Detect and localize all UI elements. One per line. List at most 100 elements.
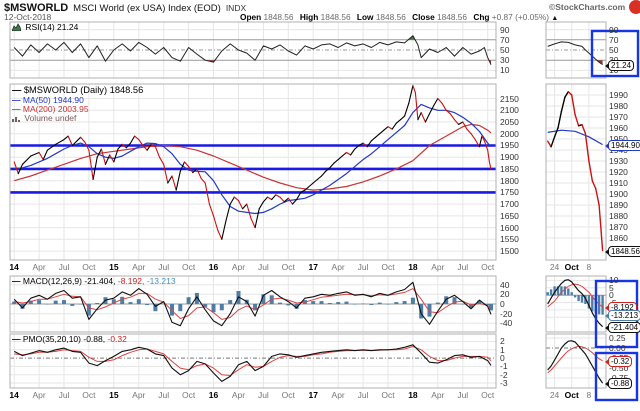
price-line-segment	[458, 121, 464, 125]
x-axis-label: 24	[549, 390, 560, 400]
y-axis-label: 20	[500, 289, 510, 300]
price-series-name: $MSWORLD (Daily)	[23, 85, 108, 95]
y-axis-label: 90	[500, 24, 510, 35]
price-line-segment	[188, 166, 194, 174]
y-axis-label: 10	[500, 65, 510, 76]
ma200-legend: — MA(200) 2003.95	[12, 105, 89, 114]
y-axis-label: 1900	[500, 152, 519, 163]
y-axis-label: 2150	[500, 93, 519, 104]
price-line-segment	[196, 168, 202, 179]
histogram-bar	[136, 299, 141, 304]
y-axis-label: -3	[500, 378, 508, 388]
y-axis-label: 1850	[500, 163, 519, 174]
price-line-segment	[474, 139, 480, 148]
y-axis-label: 30	[500, 55, 510, 66]
price-line-segment	[296, 191, 302, 201]
price-line-segment	[17, 163, 24, 175]
histogram-bar	[228, 300, 233, 304]
callout-arrow-icon	[605, 305, 609, 312]
y-axis-label: 0	[500, 353, 505, 364]
open-value: 1848.56	[263, 12, 294, 22]
price-line-segment	[488, 161, 492, 170]
price-line-segment	[84, 141, 90, 151]
histogram-bar	[402, 301, 407, 304]
histogram-bar	[344, 301, 349, 304]
price-mini-segment	[598, 204, 604, 252]
price-line-segment	[271, 194, 277, 201]
price-line-segment	[237, 200, 244, 210]
x-axis-label: Oct	[281, 262, 295, 272]
macd-line	[13, 281, 492, 327]
x-axis-label: 24	[549, 262, 560, 272]
price-line-segment	[138, 139, 144, 147]
x-axis-label: Oct	[381, 390, 395, 400]
pmo-signal-value: -0.32	[107, 334, 127, 344]
highlight-box-rsi	[590, 29, 640, 78]
callout-arrow-icon	[605, 248, 609, 255]
rsi-label: RSI(14)	[25, 22, 55, 32]
histogram-bar	[153, 304, 158, 312]
price-line-segment	[483, 140, 489, 151]
histogram-bar	[452, 297, 457, 304]
histogram-bar	[485, 304, 490, 305]
price-line-segment	[100, 148, 107, 165]
histogram-bar	[352, 304, 357, 305]
price-line-segment	[404, 102, 410, 117]
x-axis-label: 17	[308, 262, 318, 272]
panel-border	[545, 275, 607, 333]
price-line-segment	[266, 196, 273, 201]
y-axis-label: 1750	[500, 187, 519, 198]
price-mini-segment	[553, 127, 559, 138]
price-line-segment	[433, 97, 439, 107]
price-line-segment	[291, 198, 298, 205]
histogram-bar	[62, 300, 66, 304]
price-line-segment	[466, 128, 472, 135]
price-mini-segment	[547, 140, 552, 148]
y-axis-label: 1920	[609, 167, 628, 177]
x-axis-label: 14	[9, 262, 19, 272]
chg-label: Chg	[473, 12, 490, 22]
histogram-bar	[394, 302, 399, 304]
badge-icon[interactable]	[629, 0, 640, 14]
value-callout: -21.404	[605, 321, 640, 333]
price-line-segment	[258, 201, 264, 210]
price-line-segment	[345, 151, 352, 156]
chg-value: +0.87 (+0.05%)	[491, 12, 549, 22]
x-axis-label: Jul	[357, 390, 369, 400]
volume-bars-icon	[12, 115, 20, 124]
y-axis-label: 40	[500, 279, 510, 290]
price-line-segment	[379, 129, 385, 135]
histogram-bar	[28, 300, 33, 304]
price-line-segment	[71, 136, 82, 147]
price-line-segment	[308, 182, 314, 188]
y-axis-label: 1950	[609, 135, 628, 144]
x-axis-label: Oct	[82, 390, 96, 400]
y-axis-label: 1550	[500, 234, 519, 245]
callout-arrow-icon	[605, 381, 609, 388]
histogram-bar	[549, 289, 553, 296]
x-axis-label: 17	[308, 390, 318, 400]
highlight-box-pmo	[594, 351, 639, 402]
y-axis-label: 1650	[500, 210, 519, 221]
y-axis-label: 1960	[609, 123, 628, 133]
x-axis-label: Apr	[32, 390, 46, 400]
price-line-segment	[221, 220, 227, 240]
histogram-bar	[567, 288, 570, 296]
callout-arrow-icon	[605, 324, 609, 331]
x-axis-label: 15	[109, 262, 119, 272]
price-line-segment	[300, 189, 306, 193]
x-axis-label: Oct	[564, 390, 579, 400]
histogram-bar	[377, 302, 382, 304]
price-line-segment	[92, 156, 98, 181]
callout-arrow-icon	[605, 312, 609, 319]
histogram-bar	[319, 301, 324, 304]
histogram-bar	[577, 295, 580, 302]
panel-border	[9, 275, 497, 333]
histogram-bar	[261, 294, 266, 304]
price-line-segment	[233, 196, 240, 202]
price-line-segment	[254, 208, 260, 229]
price-line-segment	[383, 126, 389, 131]
symbol: $MSWORLD	[4, 2, 69, 14]
